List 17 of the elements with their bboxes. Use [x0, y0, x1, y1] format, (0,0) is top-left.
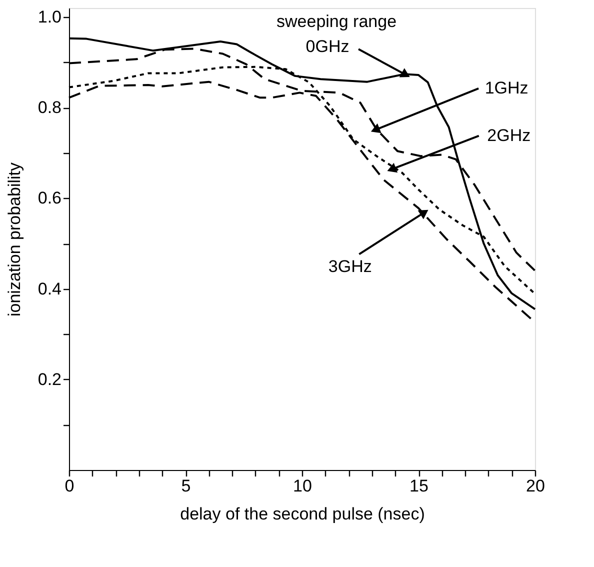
x-tick-label: 10	[293, 476, 312, 496]
y-tick-label: 0.6	[38, 188, 62, 208]
annotation: 3GHz	[328, 257, 372, 276]
annotation: 0GHz	[306, 37, 350, 56]
x-tick-label: 0	[64, 476, 74, 496]
y-tick-label: 0.8	[38, 98, 62, 118]
x-tick-label: 20	[526, 476, 545, 496]
y-axis-title: ionization probability	[4, 162, 24, 317]
x-tick-label: 15	[410, 476, 428, 496]
annotation: 1GHz	[484, 78, 528, 98]
y-tick-label: 0.4	[38, 279, 62, 298]
y-tick-label: 1.0	[38, 8, 62, 27]
annotation: sweeping range	[276, 12, 397, 32]
y-tick-label: 0.2	[38, 370, 62, 389]
x-axis-title: delay of the second pulse (nsec)	[180, 504, 425, 524]
x-tick-label: 5	[181, 476, 191, 496]
annotation: 2GHz	[487, 126, 531, 145]
